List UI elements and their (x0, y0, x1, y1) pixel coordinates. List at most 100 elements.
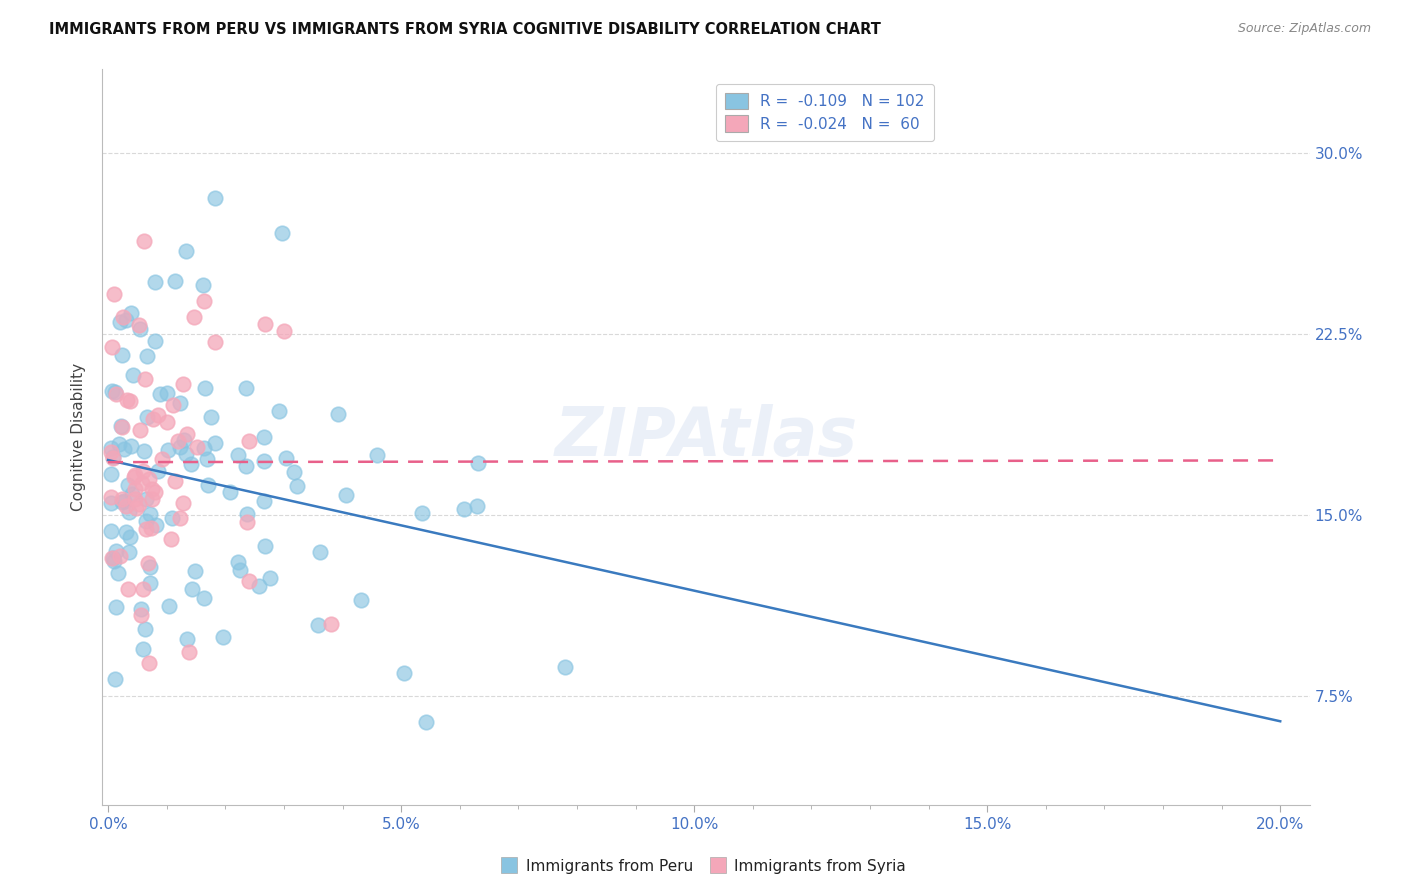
Point (129, 608, 152, 623)
Point (135, 492, 157, 507)
Point (115, 499, 138, 513)
Point (110, 495, 132, 509)
Point (186, 440, 208, 454)
Point (129, 423, 152, 437)
Point (453, 502, 475, 516)
Point (132, 464, 155, 478)
Point (141, 483, 163, 497)
Point (138, 656, 160, 670)
Point (211, 630, 233, 644)
Point (238, 434, 260, 449)
Point (411, 507, 433, 521)
Point (200, 409, 222, 424)
Point (271, 226, 294, 240)
Point (143, 275, 166, 289)
Point (107, 566, 129, 581)
Point (169, 510, 191, 524)
Point (163, 474, 186, 488)
Point (101, 551, 124, 566)
Point (254, 539, 277, 553)
Point (115, 312, 138, 326)
Point (236, 507, 259, 521)
Point (156, 442, 179, 457)
Point (104, 384, 127, 399)
Point (112, 494, 135, 508)
Point (149, 387, 172, 401)
Point (136, 409, 159, 424)
Legend: Immigrants from Peru, Immigrants from Syria: Immigrants from Peru, Immigrants from Sy… (494, 853, 912, 880)
Point (136, 349, 159, 363)
Point (197, 478, 219, 492)
Point (118, 530, 141, 544)
Point (335, 488, 357, 502)
Point (145, 517, 167, 532)
Point (307, 618, 329, 632)
Point (350, 593, 373, 607)
Point (142, 412, 165, 426)
Point (204, 436, 226, 450)
Point (169, 440, 191, 454)
Point (160, 532, 183, 546)
Point (235, 381, 257, 395)
Point (204, 191, 226, 205)
Point (132, 642, 155, 657)
Point (229, 563, 252, 577)
Point (122, 469, 145, 483)
Point (184, 564, 207, 578)
Point (252, 493, 274, 508)
Point (110, 418, 132, 433)
Point (139, 576, 162, 591)
Point (162, 398, 184, 412)
Point (100, 442, 122, 456)
Point (120, 439, 142, 453)
Point (193, 293, 215, 308)
Point (415, 715, 437, 730)
Point (138, 559, 160, 574)
Point (285, 479, 308, 493)
Point (117, 477, 139, 491)
Point (259, 571, 281, 585)
Point (141, 520, 163, 534)
Point (167, 434, 190, 448)
Point (238, 574, 260, 588)
Point (162, 511, 184, 525)
Text: ZIPAtlas: ZIPAtlas (554, 404, 858, 470)
Point (554, 660, 576, 674)
Point (125, 500, 148, 515)
Point (193, 441, 215, 455)
Point (117, 582, 139, 597)
Point (101, 450, 124, 464)
Point (165, 274, 187, 288)
Point (150, 452, 173, 467)
Point (226, 555, 249, 569)
Point (122, 368, 145, 382)
Text: Source: ZipAtlas.com: Source: ZipAtlas.com (1237, 22, 1371, 36)
Point (120, 305, 142, 319)
Point (120, 394, 142, 409)
Point (194, 382, 217, 396)
Point (273, 324, 295, 338)
Point (104, 672, 127, 686)
Point (100, 445, 122, 459)
Point (467, 456, 489, 470)
Point (319, 616, 342, 631)
Legend: R =  -0.109   N = 102, R =  -0.024   N =  60: R = -0.109 N = 102, R = -0.024 N = 60 (716, 84, 934, 141)
Point (132, 582, 155, 596)
Point (180, 458, 202, 472)
Point (124, 492, 146, 507)
Point (226, 448, 249, 462)
Point (131, 475, 153, 490)
Point (132, 234, 155, 248)
Point (136, 556, 159, 570)
Point (253, 317, 276, 331)
Point (180, 582, 202, 597)
Point (111, 348, 134, 362)
Point (101, 341, 124, 355)
Point (118, 544, 141, 558)
Point (105, 387, 128, 401)
Point (276, 451, 298, 466)
Point (235, 458, 257, 473)
Point (111, 491, 134, 506)
Point (100, 496, 122, 510)
Point (143, 484, 166, 499)
